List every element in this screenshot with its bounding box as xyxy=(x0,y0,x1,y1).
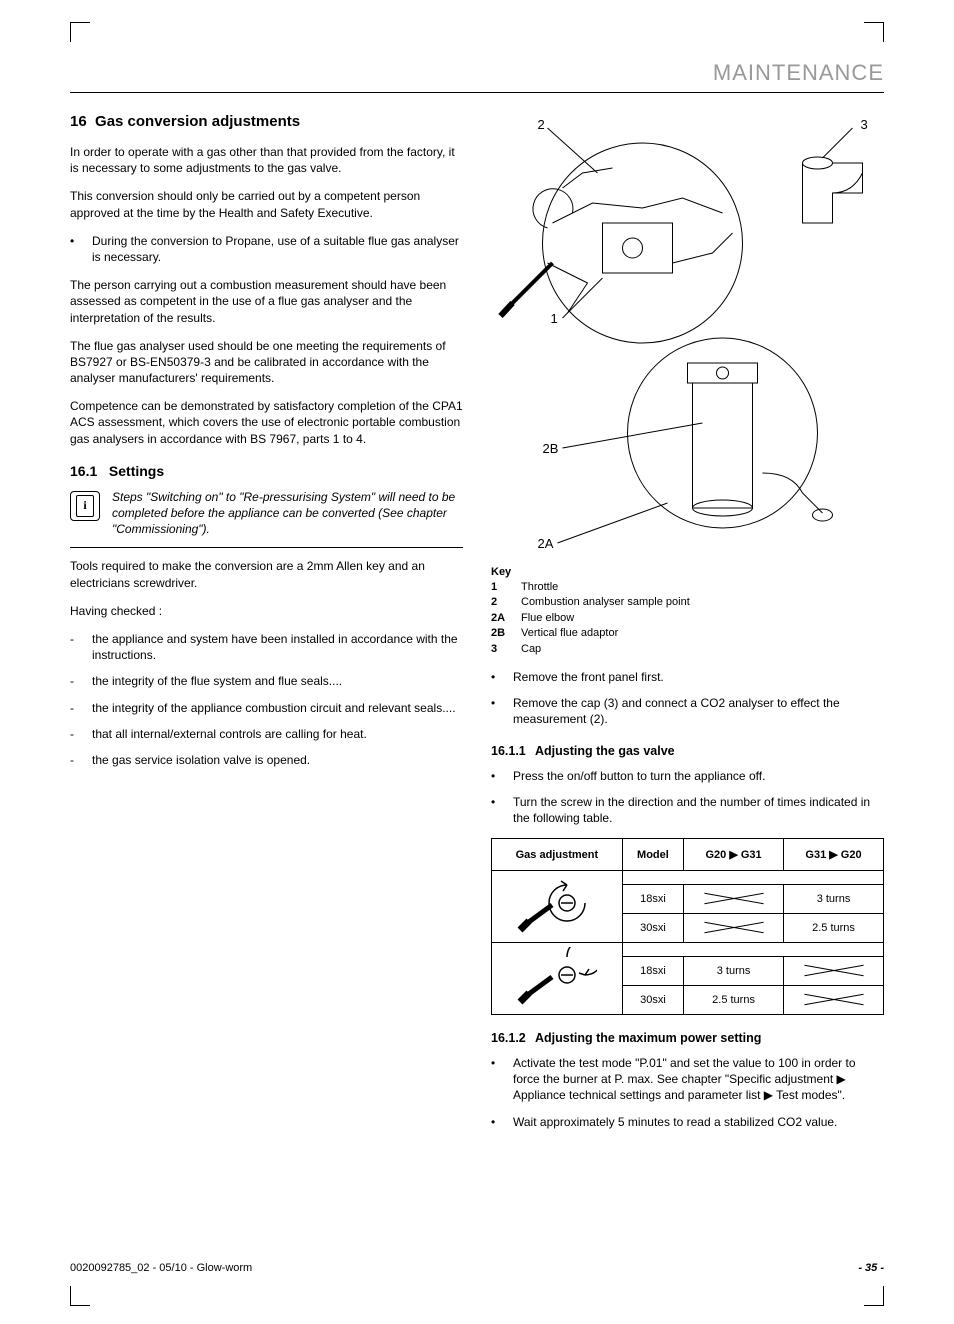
subsubsection-heading: 16.1.1Adjusting the gas valve xyxy=(491,744,884,758)
table-cell: 2.5 turns xyxy=(684,986,784,1015)
key-num: 2B xyxy=(491,626,511,641)
list-item: the gas service isolation valve is opene… xyxy=(92,752,310,768)
key-label: Vertical flue adaptor xyxy=(521,626,618,641)
subsub-number: 16.1.1 xyxy=(491,744,535,758)
table-header: G31 ▶ G20 xyxy=(784,839,884,871)
body-text: Competence can be demonstrated by satisf… xyxy=(70,398,463,447)
body-text: The flue gas analyser used should be one… xyxy=(70,338,463,387)
subsub-title: Adjusting the gas valve xyxy=(535,744,675,758)
subsub-title: Adjusting the maximum power setting xyxy=(535,1031,761,1045)
list-item: Remove the front panel first. xyxy=(513,669,664,685)
body-text: Having checked : xyxy=(70,603,463,619)
section-title: Gas conversion adjustments xyxy=(95,113,300,130)
table-cell xyxy=(784,986,884,1015)
list-item: Turn the screw in the direction and the … xyxy=(513,794,884,826)
diagram-label-1: 1 xyxy=(551,311,558,326)
table-cell: 18sxi xyxy=(622,885,683,914)
diagram-label-3: 3 xyxy=(861,117,868,132)
subsection-title: Settings xyxy=(109,463,164,479)
diagram-label-2a: 2A xyxy=(538,536,554,551)
diagram-label-2b: 2B xyxy=(543,441,559,456)
body-text: In order to operate with a gas other tha… xyxy=(70,144,463,176)
body-text: This conversion should only be carried o… xyxy=(70,188,463,220)
subsub-number: 16.1.2 xyxy=(491,1031,535,1045)
key-num: 2A xyxy=(491,611,511,626)
body-text: The person carrying out a combustion mea… xyxy=(70,277,463,326)
key-label: Flue elbow xyxy=(521,611,574,626)
list-item: Remove the cap (3) and connect a CO2 ana… xyxy=(513,695,884,727)
crop-mark xyxy=(864,22,884,42)
screwdriver-cw-icon xyxy=(492,943,623,1015)
list-item: the integrity of the appliance combustio… xyxy=(92,700,456,716)
na-mark-icon xyxy=(704,891,764,905)
subsection-number: 16.1 xyxy=(70,463,97,479)
subsubsection-heading: 16.1.2Adjusting the maximum power settin… xyxy=(491,1031,884,1045)
info-icon: i xyxy=(70,491,100,521)
info-text: Steps "Switching on" to "Re-pressurising… xyxy=(112,489,463,538)
key-label: Combustion analyser sample point xyxy=(521,595,690,610)
table-cell xyxy=(684,885,784,914)
gas-valve-diagram: 2 3 1 2B 2A xyxy=(491,113,884,553)
key-num: 3 xyxy=(491,642,511,657)
crop-mark xyxy=(864,1286,884,1306)
table-header: Gas adjustment xyxy=(492,839,623,871)
right-column: 2 3 1 2B 2A Key 1 Throttle 2 Combustion an… xyxy=(491,113,884,1142)
key-label: Throttle xyxy=(521,580,558,595)
footer-doc-id: 0020092785_02 - 05/10 - Glow-worm xyxy=(70,1262,252,1274)
list-item: Activate the test mode "P.01" and set th… xyxy=(513,1055,884,1104)
subsection-heading: 16.1 Settings xyxy=(70,463,463,479)
table-cell xyxy=(784,957,884,986)
list-item: that all internal/external controls are … xyxy=(92,726,367,742)
na-mark-icon xyxy=(804,963,864,977)
crop-mark xyxy=(70,22,90,42)
na-mark-icon xyxy=(704,920,764,934)
table-header: Model xyxy=(622,839,683,871)
section-heading: 16 Gas conversion adjustments xyxy=(70,113,463,130)
table-cell: 3 turns xyxy=(784,885,884,914)
key-num: 1 xyxy=(491,580,511,595)
page-header: MAINTENANCE xyxy=(70,60,884,93)
gas-adjustment-table: Gas adjustment Model G20 ▶ G31 G31 ▶ G20 xyxy=(491,838,884,1015)
table-cell: 30sxi xyxy=(622,986,683,1015)
diagram-key: Key 1 Throttle 2 Combustion analyser sampl… xyxy=(491,566,884,657)
na-mark-icon xyxy=(804,992,864,1006)
footer-page-number: - 35 - xyxy=(858,1262,884,1274)
list-item: the appliance and system have been insta… xyxy=(92,631,463,663)
table-header: G20 ▶ G31 xyxy=(684,839,784,871)
list-item: Press the on/off button to turn the appl… xyxy=(513,768,765,784)
screwdriver-ccw-icon xyxy=(492,871,623,943)
key-label: Cap xyxy=(521,642,541,657)
info-callout: i Steps "Switching on" to "Re-pressurisi… xyxy=(70,489,463,549)
left-column: 16 Gas conversion adjustments In order t… xyxy=(70,113,463,1142)
crop-mark xyxy=(70,1286,90,1306)
key-num: 2 xyxy=(491,595,511,610)
diagram-label-2: 2 xyxy=(538,117,545,132)
list-item: Wait approximately 5 minutes to read a s… xyxy=(513,1114,837,1130)
table-cell: 3 turns xyxy=(684,957,784,986)
list-item: the integrity of the flue system and flu… xyxy=(92,673,342,689)
table-cell xyxy=(684,914,784,943)
table-cell: 18sxi xyxy=(622,957,683,986)
key-heading: Key xyxy=(491,566,884,578)
table-cell: 2.5 turns xyxy=(784,914,884,943)
section-number: 16 xyxy=(70,113,87,130)
list-item: During the conversion to Propane, use of… xyxy=(92,233,463,265)
body-text: Tools required to make the conversion ar… xyxy=(70,558,463,590)
table-cell: 30sxi xyxy=(622,914,683,943)
page-footer: 0020092785_02 - 05/10 - Glow-worm - 35 - xyxy=(70,1262,884,1274)
